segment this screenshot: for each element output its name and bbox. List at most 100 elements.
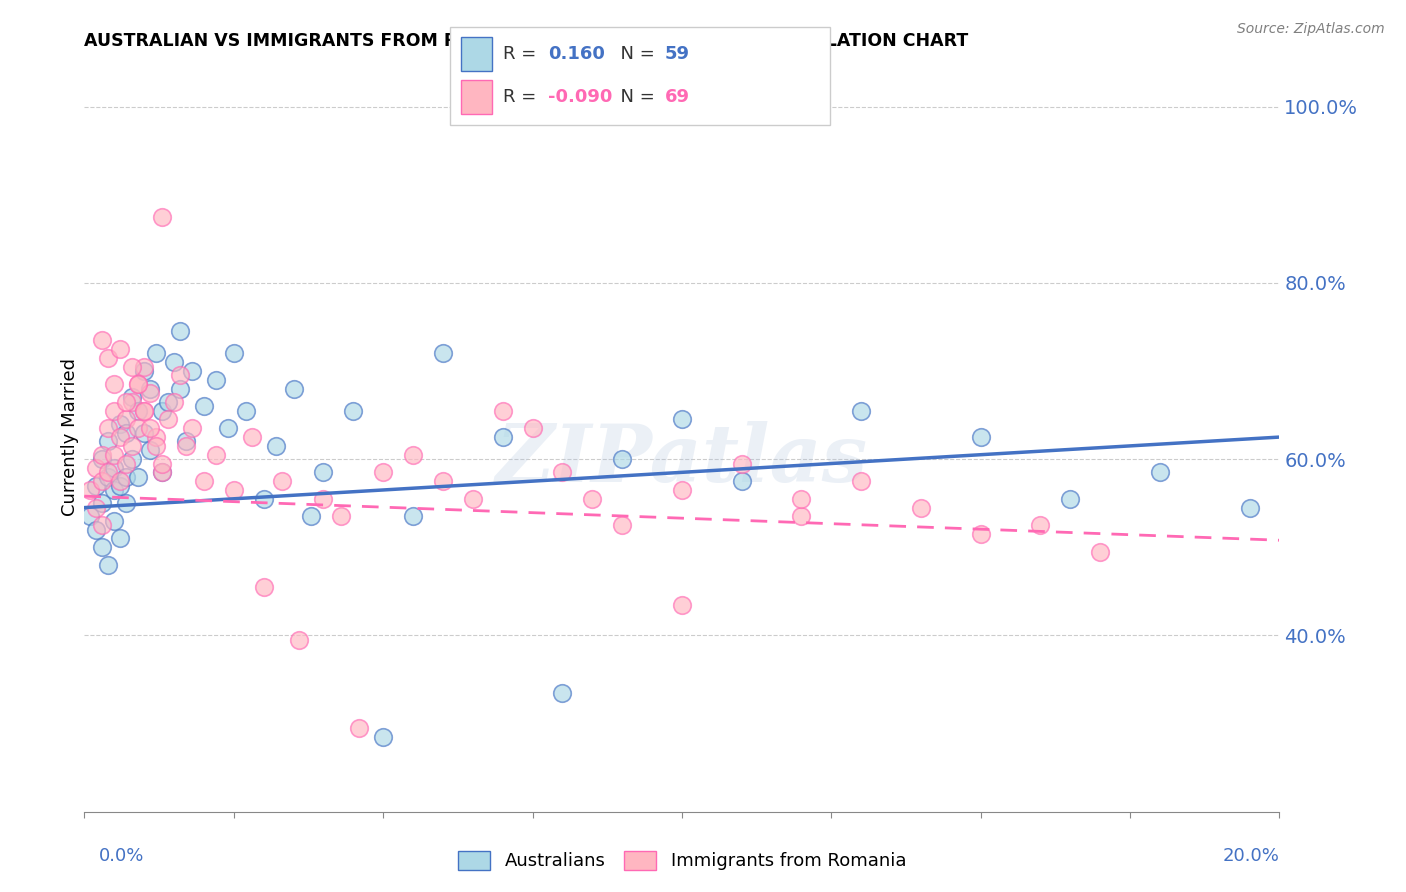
- Point: [612, 518, 634, 533]
- Point: [288, 632, 311, 647]
- Point: [91, 448, 114, 462]
- Point: [91, 496, 114, 510]
- Point: [551, 466, 574, 480]
- Point: [115, 394, 138, 409]
- Point: [169, 368, 191, 383]
- Point: [1239, 500, 1261, 515]
- Point: [103, 403, 125, 417]
- Point: [790, 491, 813, 506]
- Point: [139, 382, 162, 396]
- Point: [127, 377, 149, 392]
- Text: N =: N =: [609, 88, 661, 106]
- Text: ZIPatlas: ZIPatlas: [496, 421, 868, 499]
- Text: 0.0%: 0.0%: [98, 847, 143, 865]
- Point: [731, 457, 754, 471]
- Point: [132, 425, 156, 440]
- Point: [910, 500, 932, 515]
- Point: [217, 421, 239, 435]
- Point: [145, 430, 167, 444]
- Point: [127, 421, 149, 435]
- Point: [492, 430, 515, 444]
- Point: [253, 491, 276, 506]
- Point: [163, 355, 186, 369]
- Point: [163, 394, 186, 409]
- Point: [110, 474, 132, 488]
- Text: 59: 59: [665, 45, 690, 63]
- Point: [851, 403, 873, 417]
- Point: [91, 474, 114, 488]
- Point: [492, 403, 515, 417]
- Point: [1029, 518, 1052, 533]
- Point: [330, 509, 353, 524]
- Point: [121, 394, 143, 409]
- Point: [253, 580, 276, 594]
- Point: [264, 439, 287, 453]
- Point: [139, 421, 162, 435]
- Point: [181, 364, 204, 378]
- Text: R =: R =: [503, 45, 543, 63]
- Point: [174, 439, 197, 453]
- Point: [103, 377, 125, 392]
- Point: [174, 434, 197, 449]
- Point: [103, 461, 125, 475]
- Point: [127, 377, 149, 392]
- Point: [103, 483, 125, 497]
- Point: [145, 346, 167, 360]
- Point: [110, 417, 132, 431]
- Point: [551, 686, 574, 700]
- Point: [86, 523, 108, 537]
- Point: [522, 421, 544, 435]
- Point: [110, 532, 132, 546]
- Point: [402, 509, 425, 524]
- Point: [270, 474, 292, 488]
- Point: [121, 359, 143, 374]
- Point: [150, 210, 173, 224]
- Point: [373, 730, 395, 744]
- Point: [97, 469, 120, 483]
- Point: [283, 382, 305, 396]
- Text: Source: ZipAtlas.com: Source: ZipAtlas.com: [1237, 22, 1385, 37]
- Point: [181, 421, 204, 435]
- Y-axis label: Currently Married: Currently Married: [62, 358, 80, 516]
- Point: [169, 382, 191, 396]
- Point: [115, 425, 138, 440]
- Point: [79, 483, 101, 497]
- Point: [121, 391, 143, 405]
- Legend: Australians, Immigrants from Romania: Australians, Immigrants from Romania: [450, 844, 914, 878]
- Point: [91, 518, 114, 533]
- Point: [671, 412, 693, 426]
- Point: [97, 434, 120, 449]
- Point: [132, 403, 156, 417]
- Point: [373, 466, 395, 480]
- Text: AUSTRALIAN VS IMMIGRANTS FROM ROMANIA CURRENTLY MARRIED CORRELATION CHART: AUSTRALIAN VS IMMIGRANTS FROM ROMANIA CU…: [84, 32, 969, 50]
- Point: [115, 412, 138, 426]
- Point: [145, 439, 167, 453]
- Point: [790, 509, 813, 524]
- Point: [132, 403, 156, 417]
- Point: [86, 478, 108, 492]
- Point: [222, 483, 245, 497]
- Point: [193, 399, 215, 413]
- Point: [432, 346, 454, 360]
- Point: [671, 598, 693, 612]
- Point: [150, 403, 173, 417]
- Point: [222, 346, 245, 360]
- Point: [150, 457, 173, 471]
- Point: [235, 403, 257, 417]
- Point: [402, 448, 425, 462]
- Point: [157, 394, 180, 409]
- Point: [193, 474, 215, 488]
- Point: [169, 324, 191, 338]
- Point: [86, 500, 108, 515]
- Point: [612, 452, 634, 467]
- Point: [671, 483, 693, 497]
- Point: [731, 474, 754, 488]
- Point: [139, 443, 162, 458]
- Point: [157, 412, 180, 426]
- Text: N =: N =: [609, 45, 661, 63]
- Point: [115, 496, 138, 510]
- Point: [115, 469, 138, 483]
- Point: [103, 514, 125, 528]
- Point: [240, 430, 263, 444]
- Point: [127, 403, 149, 417]
